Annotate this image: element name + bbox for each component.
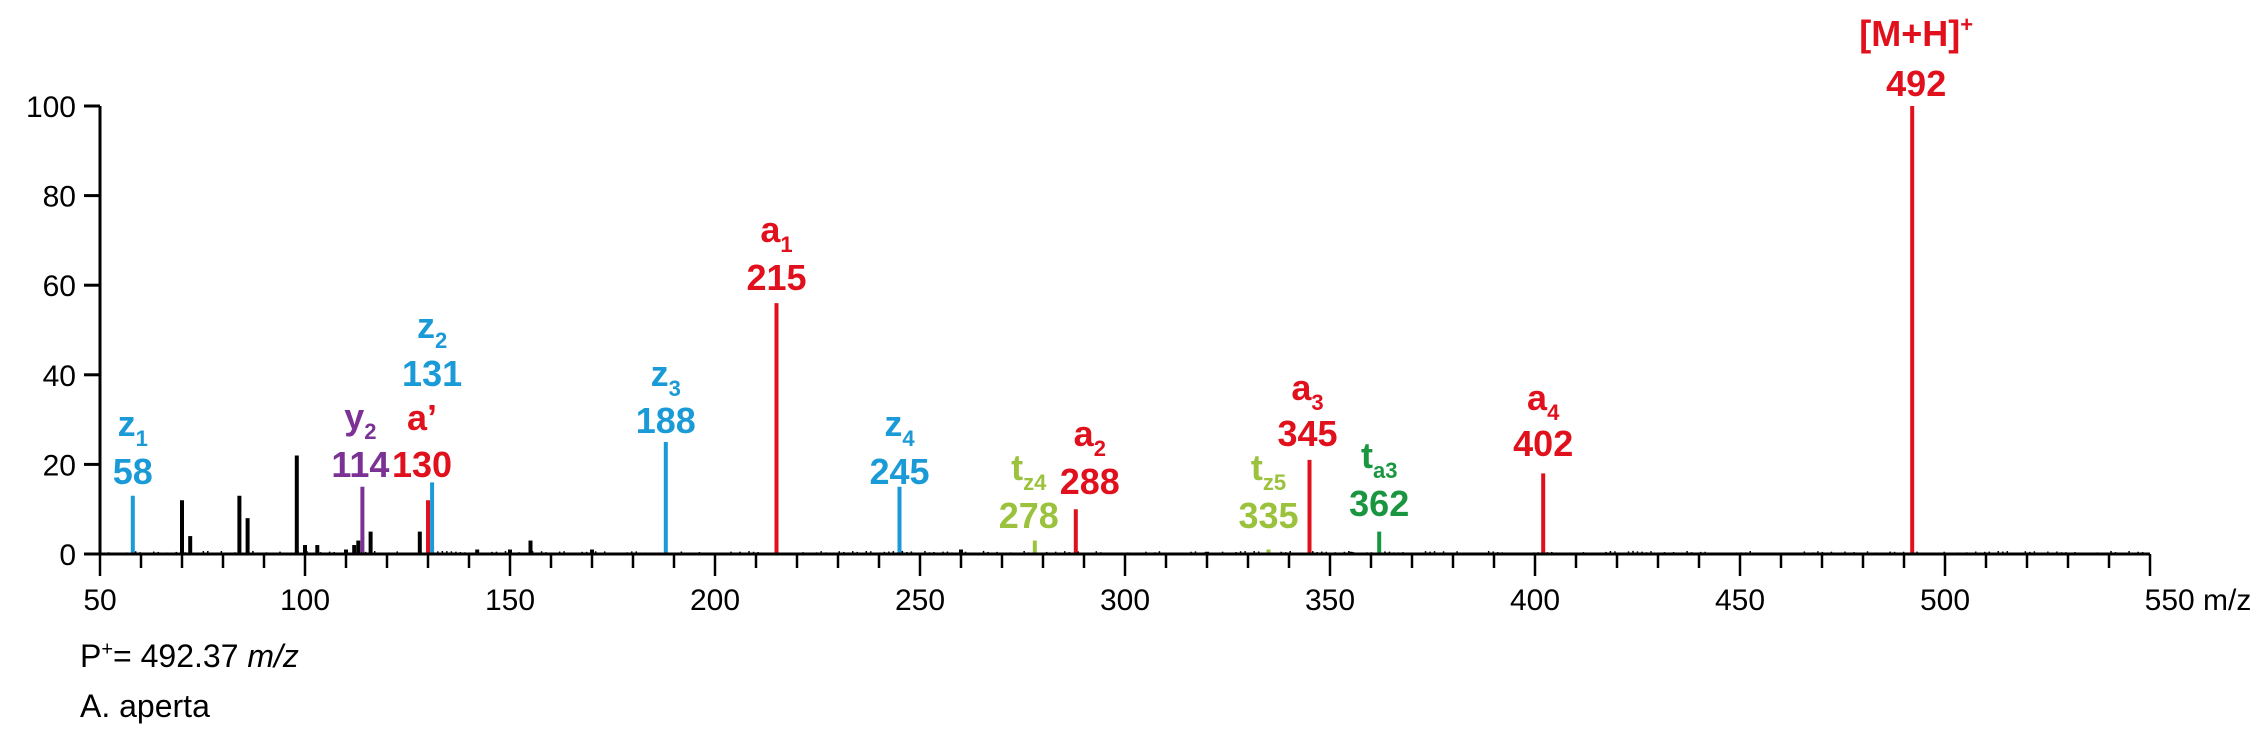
x-tick-label: 350 <box>1305 584 1355 617</box>
ion-label-345: a3 <box>1291 367 1323 415</box>
mz-label-335: 335 <box>1238 495 1298 536</box>
mz-label-278: 278 <box>999 495 1059 536</box>
ion-label-130: a’ <box>407 397 437 438</box>
ion-label-288: a2 <box>1074 413 1106 461</box>
y-tick-label: 40 <box>43 360 76 393</box>
x-tick-label: 550 m/z <box>2145 584 2252 617</box>
ion-label-188: z3 <box>651 353 681 401</box>
mz-label-188: 188 <box>636 400 696 441</box>
precursor-prefix: P <box>80 638 102 674</box>
mz-label-58: 58 <box>113 451 153 492</box>
ion-label-131: z2 <box>417 305 447 353</box>
y-tick-label: 60 <box>43 270 76 303</box>
x-tick-label: 200 <box>690 584 740 617</box>
precursor-info: P+= 492.37 m/z <box>80 638 299 675</box>
species-name: A. aperta <box>80 688 210 724</box>
x-tick-label: 450 <box>1715 584 1765 617</box>
ion-label-362: ta3 <box>1361 435 1397 483</box>
mz-label-215: 215 <box>746 257 806 298</box>
mz-label-492: 492 <box>1886 63 1946 104</box>
x-tick-label: 150 <box>485 584 535 617</box>
ion-label-215: a1 <box>760 209 792 257</box>
ion-label-402: a4 <box>1527 377 1560 425</box>
y-tick-label: 20 <box>43 449 76 482</box>
mz-label-245: 245 <box>869 451 929 492</box>
precursor-unit: m/z <box>247 638 299 674</box>
mz-label-402: 402 <box>1513 423 1573 464</box>
ion-label-114: y2 <box>344 396 376 444</box>
mz-label-362: 362 <box>1349 483 1409 524</box>
axes: 0 20 40 60 80 100 50 100 150 200 250 300 350 400 450 50… <box>26 91 2251 617</box>
ion-label-492: [M+H]+ <box>1859 12 1973 54</box>
y-tick-label: 80 <box>43 181 76 214</box>
x-tick-label: 400 <box>1510 584 1560 617</box>
x-tick-label: 50 <box>83 584 116 617</box>
x-tick-label: 300 <box>1100 584 1150 617</box>
precursor-charge: + <box>101 638 114 661</box>
mz-label-130: 130 <box>392 444 452 485</box>
x-tick-label: 500 <box>1920 584 1970 617</box>
peaks <box>130 106 1915 554</box>
mz-label-114: 114 <box>331 444 389 485</box>
ion-label-278: tz4 <box>1011 447 1047 495</box>
x-tick-label: 100 <box>280 584 330 617</box>
ion-label-335: tz5 <box>1251 447 1286 495</box>
mz-label-345: 345 <box>1277 413 1337 454</box>
mz-label-131: 131 <box>402 353 462 394</box>
x-tick-label: 250 <box>895 584 945 617</box>
ion-label-58: z1 <box>118 403 148 451</box>
precursor-value: = 492.37 <box>113 638 248 674</box>
mz-label-288: 288 <box>1060 461 1120 502</box>
ion-label-245: z4 <box>884 403 915 451</box>
y-tick-label: 100 <box>26 91 76 124</box>
y-tick-label: 0 <box>59 539 76 572</box>
